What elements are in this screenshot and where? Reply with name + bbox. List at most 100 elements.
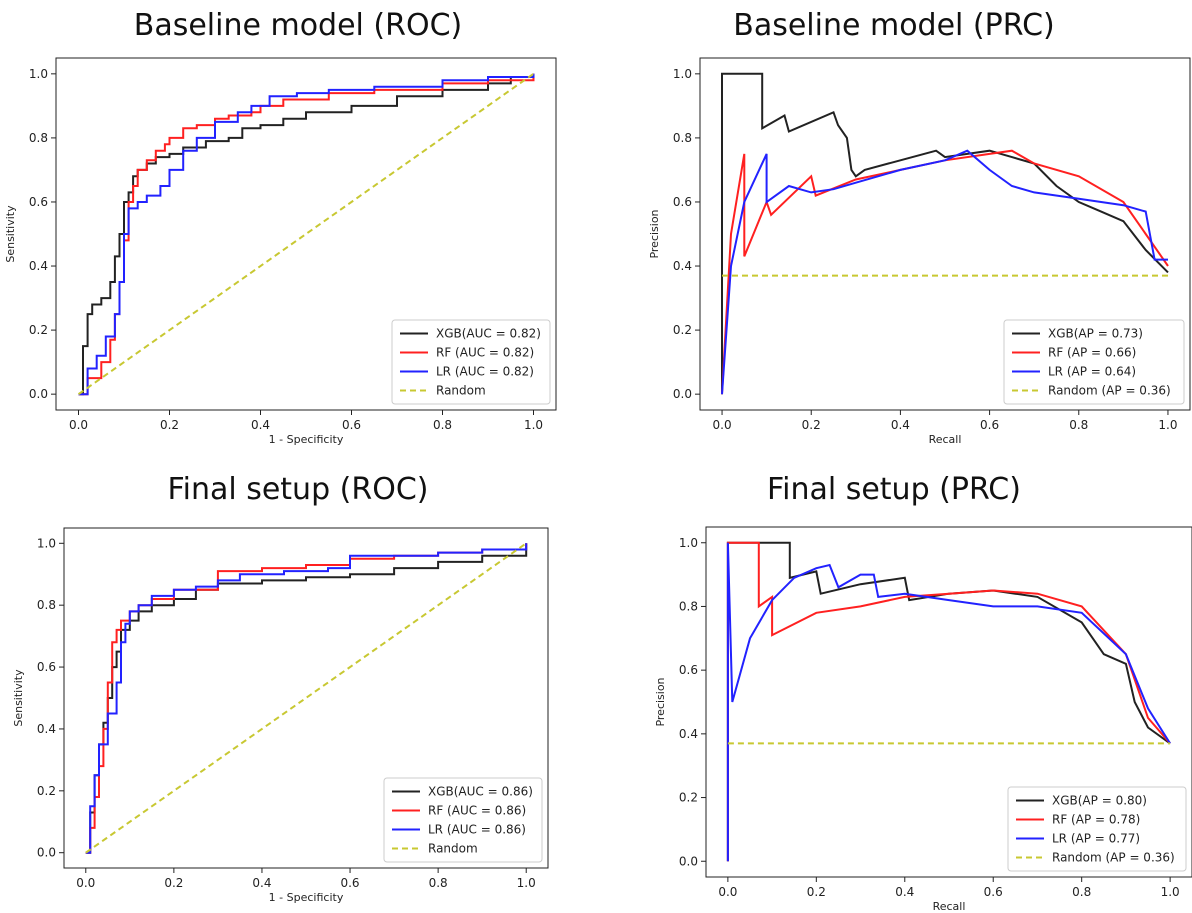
series-line-0: [721, 72, 1169, 395]
x-tick-label: 0.6: [342, 418, 361, 432]
x-tick-label: 0.8: [1069, 418, 1088, 432]
plot-frame: [705, 526, 1192, 878]
legend: XGB(AP = 0.73) RF (AP = 0.66) LR (AP = 0.6…: [1003, 319, 1185, 405]
x-axis-label: 1 - Specificity: [269, 891, 344, 904]
legend-entry: XGB(AUC = 0.86): [428, 785, 533, 799]
x-tick-label: 1.0: [524, 418, 543, 432]
y-tick-label: 0.0: [673, 387, 692, 401]
legend-entry: Random (AP = 0.36): [1052, 851, 1175, 865]
chart-svg: 0.0 0.2 0.4 0.6 0.8 1.0 0.0 0.2 0.4 0.6 0.8 1.0 1 - …: [12, 527, 549, 904]
y-tick-label: 1.0: [37, 536, 56, 550]
x-tick-label: 0.0: [76, 876, 95, 890]
series-line-1: [721, 149, 1169, 395]
chart-svg: 0.0 0.2 0.4 0.6 0.8 1.0 0.0 0.2 0.4 0.6 0.8 1.0 1 - …: [4, 57, 557, 446]
x-tick-label: 1.0: [1161, 885, 1180, 899]
legend-entry: RF (AUC = 0.82): [436, 346, 534, 360]
x-tick-label: 0.2: [164, 876, 183, 890]
legend-entry: Random (AP = 0.36): [1048, 384, 1171, 398]
chart-panel-baseline-prc: Baseline model (PRC) 0.0 0.2 0.4 0.6 0.8 1.0 0…: [596, 0, 1192, 456]
chart-title: Final setup (ROC): [167, 472, 429, 507]
y-axis-label: Sensitivity: [12, 669, 25, 727]
chart-panel-final-roc: Final setup (ROC) 0.0 0.2 0.4 0.6 0.8 1.0 0.0 0…: [0, 456, 596, 913]
y-tick-label: 0.2: [37, 784, 56, 798]
y-tick-label: 0.6: [673, 195, 692, 209]
legend: XGB(AP = 0.80) RF (AP = 0.78) LR (AP = 0.7…: [1007, 786, 1187, 872]
x-axis-label: 1 - Specificity: [269, 433, 344, 446]
series-line-2: [78, 73, 535, 396]
series-line-2: [721, 149, 1168, 395]
series-line-2: [726, 542, 1171, 862]
legend-entry: XGB(AP = 0.80): [1052, 794, 1147, 808]
plot-frame: [699, 57, 1191, 411]
y-axis-label: Precision: [648, 209, 661, 258]
x-tick-label: 0.8: [1072, 885, 1091, 899]
x-tick-label: 0.4: [895, 885, 914, 899]
legend-entry: XGB(AP = 0.73): [1048, 327, 1143, 341]
y-tick-label: 0.4: [37, 722, 56, 736]
plot-frame: [63, 527, 549, 869]
y-tick-label: 0.0: [37, 846, 56, 860]
x-tick-label: 1.0: [1158, 418, 1177, 432]
y-tick-label: 0.8: [679, 599, 698, 613]
y-axis-label: Sensitivity: [4, 205, 17, 263]
x-tick-label: 0.4: [891, 418, 910, 432]
x-tick-label: 0.8: [429, 876, 448, 890]
y-tick-label: 0.2: [29, 323, 48, 337]
x-tick-label: 0.4: [251, 418, 270, 432]
y-tick-label: 0.0: [679, 854, 698, 868]
x-tick-label: 0.6: [984, 885, 1003, 899]
x-tick-label: 0.4: [252, 876, 271, 890]
chart-title: Baseline model (PRC): [733, 8, 1055, 43]
y-tick-label: 0.2: [679, 791, 698, 805]
y-tick-label: 0.8: [673, 131, 692, 145]
y-tick-label: 0.4: [673, 259, 692, 273]
chart-panel-baseline-roc: Baseline model (ROC) 0.0 0.2 0.4 0.6 0.8 1.0 0…: [0, 0, 596, 456]
x-tick-label: 0.2: [807, 885, 826, 899]
y-tick-label: 0.4: [29, 259, 48, 273]
legend-entry: RF (AP = 0.66): [1048, 346, 1136, 360]
x-axis-label: Recall: [933, 900, 966, 913]
legend-entry: RF (AUC = 0.86): [428, 804, 526, 818]
y-axis-label: Precision: [654, 677, 667, 726]
y-tick-label: 1.0: [679, 536, 698, 550]
legend-entry: Random: [428, 842, 478, 856]
series-line-1: [726, 541, 1171, 862]
x-tick-label: 1.0: [517, 876, 536, 890]
series-line-3: [77, 72, 535, 396]
y-tick-label: 0.0: [29, 387, 48, 401]
series-line-0: [78, 73, 535, 396]
y-tick-label: 0.6: [29, 195, 48, 209]
y-tick-label: 0.6: [37, 660, 56, 674]
x-tick-label: 0.2: [802, 418, 821, 432]
x-tick-label: 0.6: [340, 876, 359, 890]
legend-entry: XGB(AUC = 0.82): [436, 327, 541, 341]
y-tick-label: 0.8: [29, 131, 48, 145]
legend-entry: LR (AP = 0.64): [1048, 365, 1136, 379]
y-tick-label: 0.4: [679, 727, 698, 741]
x-tick-label: 0.0: [713, 418, 732, 432]
chart-panel-final-prc: Final setup (PRC) 0.0 0.2 0.4 0.6 0.8 1.0 0.0 0…: [596, 456, 1192, 913]
y-tick-label: 1.0: [673, 67, 692, 81]
y-tick-label: 0.6: [679, 663, 698, 677]
legend-entry: Random: [436, 384, 486, 398]
legend: XGB(AUC = 0.82) RF (AUC = 0.82) LR (AUC = …: [391, 319, 551, 405]
legend-entry: RF (AP = 0.78): [1052, 813, 1140, 827]
x-tick-label: 0.8: [433, 418, 452, 432]
legend-entry: LR (AUC = 0.82): [436, 365, 534, 379]
x-tick-label: 0.0: [69, 418, 88, 432]
y-tick-label: 0.8: [37, 598, 56, 612]
x-tick-label: 0.6: [980, 418, 999, 432]
x-tick-label: 0.2: [160, 418, 179, 432]
plot-frame: [55, 57, 557, 411]
chart-svg: 0.0 0.2 0.4 0.6 0.8 1.0 0.0 0.2 0.4 0.6 0.8 1.0 Reca…: [654, 526, 1192, 913]
legend-entry: LR (AUC = 0.86): [428, 823, 526, 837]
legend-entry: LR (AP = 0.77): [1052, 832, 1140, 846]
y-tick-label: 1.0: [29, 67, 48, 81]
x-axis-label: Recall: [929, 433, 962, 446]
chart-title: Final setup (PRC): [767, 472, 1021, 507]
series-line-2: [85, 543, 528, 854]
chart-svg: 0.0 0.2 0.4 0.6 0.8 1.0 0.0 0.2 0.4 0.6 0.8 1.0 Reca…: [648, 57, 1191, 446]
legend: XGB(AUC = 0.86) RF (AUC = 0.86) LR (AUC = …: [383, 777, 543, 863]
x-tick-label: 0.0: [718, 885, 737, 899]
chart-title: Baseline model (ROC): [133, 8, 463, 43]
